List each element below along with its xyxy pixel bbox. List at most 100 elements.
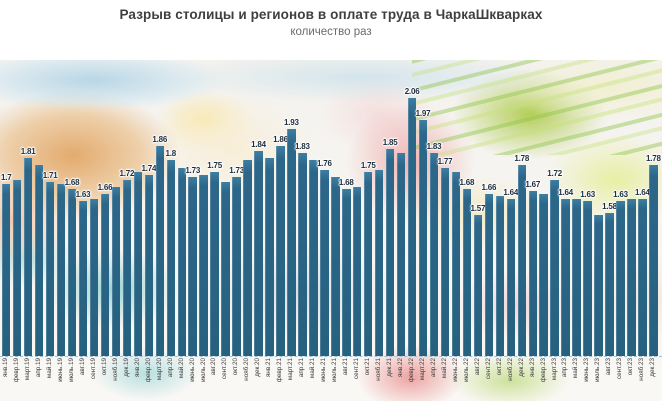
x-axis-label: окт.20	[232, 358, 240, 376]
bar-fill	[495, 196, 505, 356]
x-axis-label: нояб.22	[506, 358, 514, 381]
bar: 1.64	[558, 188, 573, 356]
bar: 1.64	[635, 188, 650, 356]
bar: 1.68	[460, 178, 475, 356]
x-axis-label: июль.21	[331, 358, 339, 382]
bar	[199, 175, 208, 356]
x-axis-label: янв.23	[528, 358, 536, 377]
bar-value-label: 1.57	[470, 204, 486, 213]
x-axis-label: нояб.21	[375, 358, 383, 381]
bar-fill	[451, 172, 461, 356]
bar-fill	[638, 199, 647, 356]
x-axis-label: авг.20	[210, 358, 218, 376]
x-axis-label: сент.20	[221, 358, 229, 380]
x-axis-label: апр.23	[561, 358, 569, 378]
bar-value-label: 1.72	[547, 169, 563, 178]
bar-fill	[34, 165, 44, 356]
x-axis-label: февр.22	[407, 358, 415, 383]
x-axis-label: февр.23	[539, 358, 547, 383]
bar	[177, 168, 186, 356]
bar-fill	[122, 180, 132, 356]
bar	[594, 215, 603, 356]
bar	[265, 158, 274, 356]
bar-fill	[12, 180, 22, 356]
x-axis-label: апр.22	[429, 358, 437, 378]
bar: 1.64	[503, 188, 518, 356]
bar-fill	[2, 184, 11, 356]
bar-fill	[89, 199, 99, 356]
bar: 1.75	[207, 161, 222, 356]
chart-subtitle: количество раз	[290, 26, 372, 38]
bar-fill	[539, 194, 548, 356]
bar-fill	[155, 146, 165, 356]
bar-fill	[320, 170, 329, 356]
bar	[331, 177, 340, 356]
bar-value-label: 1.75	[360, 161, 376, 170]
x-axis-label: дек.19	[122, 358, 130, 377]
bar-value-label: 1.78	[514, 154, 530, 163]
bar-fill	[298, 153, 307, 356]
bar-fill	[594, 215, 603, 356]
bar-value-label: 1.72	[119, 169, 135, 178]
bar-fill	[188, 177, 197, 356]
bar: 1.68	[65, 178, 80, 356]
bar-fill	[78, 201, 88, 356]
x-axis-label: май.20	[177, 358, 185, 379]
bar-fill	[572, 199, 581, 356]
x-axis-label: июль.23	[594, 358, 602, 382]
bar: 1.57	[471, 204, 485, 356]
x-axis-label: март.23	[550, 358, 558, 381]
bar-fill	[583, 201, 592, 356]
bar: 1.74	[141, 164, 156, 356]
bar-value-label: 1.83	[295, 142, 310, 151]
bar: 1.78	[646, 154, 661, 356]
bar-value-label: 1.93	[284, 118, 299, 127]
bar: 1.63	[613, 190, 628, 356]
bar: 2.06	[405, 87, 420, 356]
bar-value-label: 1.68	[64, 178, 80, 187]
bar-fill	[385, 149, 395, 356]
bar	[221, 182, 230, 356]
x-axis-label: май.22	[440, 358, 448, 379]
x-axis-label: июль.20	[199, 358, 207, 382]
x-axis-label: окт.21	[364, 358, 372, 376]
x-axis-label: июнь.20	[188, 358, 196, 382]
bar-fill	[429, 153, 439, 356]
x-axis-label: янв.21	[265, 358, 273, 377]
bar	[627, 199, 636, 356]
bar-fill	[243, 160, 252, 356]
bar-fill	[440, 168, 450, 356]
bar-fill	[254, 151, 263, 356]
bar-fill	[484, 194, 494, 356]
bar	[34, 165, 44, 356]
bar: 1.73	[185, 166, 200, 356]
x-axis-label: дек.23	[649, 358, 657, 377]
bar-value-label: 1.63	[613, 190, 628, 199]
bar	[111, 187, 121, 356]
bar-fill	[517, 165, 526, 356]
bar: 1.83	[295, 142, 310, 356]
bar-value-label: 1.68	[459, 178, 475, 187]
bar: 1.58	[602, 202, 617, 356]
bar: 1.86	[152, 135, 167, 356]
x-axis-label: дек.20	[254, 358, 262, 377]
x-axis-label: март.21	[287, 358, 295, 381]
bar: 1.83	[427, 142, 442, 356]
x-axis-label: март.19	[24, 358, 32, 381]
bar: 1.72	[120, 169, 134, 356]
x-axis-label: янв.20	[133, 358, 141, 377]
x-axis-label: дек.22	[517, 358, 525, 377]
x-axis-label: сент.21	[353, 358, 361, 380]
bar-fill	[550, 180, 559, 356]
x-axis-label: окт.19	[100, 358, 108, 376]
bar: 1.77	[438, 157, 453, 356]
bar	[133, 172, 143, 356]
bar-value-label: 1.66	[97, 183, 113, 192]
bar-fill	[561, 199, 570, 356]
bar: 1.97	[416, 109, 431, 356]
x-axis-baseline	[0, 356, 662, 357]
bar-value-label: 1.73	[185, 166, 201, 175]
bar-fill	[374, 170, 384, 356]
bar-value-label: 1.78	[646, 154, 661, 163]
bar-fill	[276, 146, 285, 356]
